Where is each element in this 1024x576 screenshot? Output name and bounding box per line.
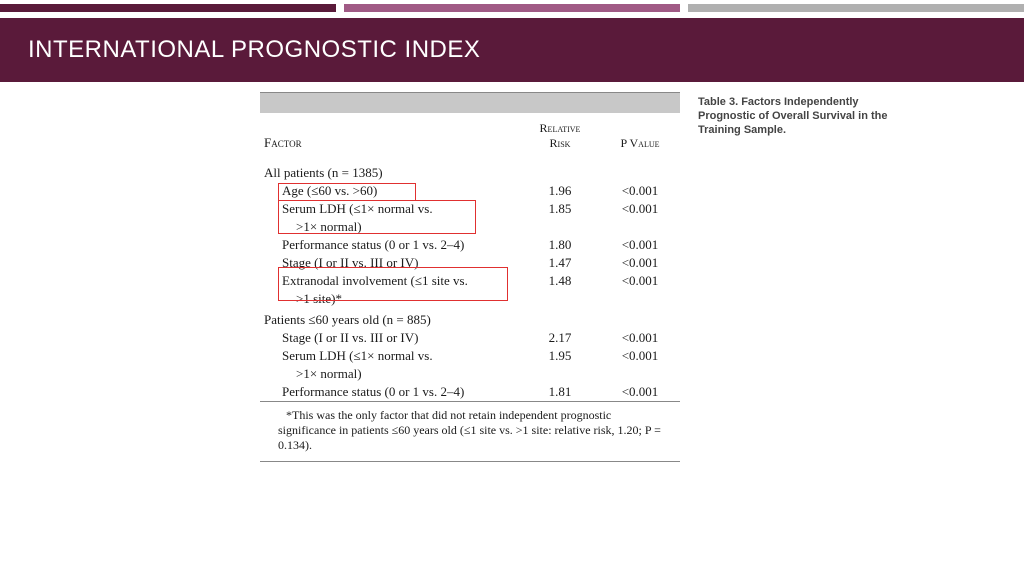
relative-risk-cell: 1.81 xyxy=(520,383,600,401)
table-footnote: *This was the only factor that did not r… xyxy=(260,401,680,461)
factor-cell: Performance status (0 or 1 vs. 2–4) xyxy=(260,236,520,254)
p-value-cell: <0.001 xyxy=(600,347,680,365)
factor-cell: Stage (I or II vs. III or IV) xyxy=(260,254,520,272)
p-value-cell: <0.001 xyxy=(600,272,680,290)
table-row: Stage (I or II vs. III or IV)2.17<0.001 xyxy=(260,329,680,347)
table-row: Stage (I or II vs. III or IV)1.47<0.001 xyxy=(260,254,680,272)
accent-bar-primary xyxy=(0,4,336,12)
p-value-cell: <0.001 xyxy=(600,200,680,218)
relative-risk-cell: 1.95 xyxy=(520,347,600,365)
relative-risk-cell: 1.80 xyxy=(520,236,600,254)
table-row-continuation: >1× normal) xyxy=(260,365,680,383)
content-area: Factor RelativeRisk P Value All patients… xyxy=(0,82,1024,462)
group-label: All patients (n = 1385) xyxy=(260,161,680,182)
table-caption: Table 3. Factors Independently Prognosti… xyxy=(698,92,888,137)
table-row: Extranodal involvement (≤1 site vs.1.48<… xyxy=(260,272,680,290)
table-row: Serum LDH (≤1× normal vs.1.85<0.001 xyxy=(260,200,680,218)
factors-table: Factor RelativeRisk P Value All patients… xyxy=(260,113,680,401)
col-p-value: P Value xyxy=(600,113,680,161)
p-value-cell: <0.001 xyxy=(600,236,680,254)
table-row: Age (≤60 vs. >60)1.96<0.001 xyxy=(260,182,680,200)
p-value-cell: <0.001 xyxy=(600,329,680,347)
factor-cell: Stage (I or II vs. III or IV) xyxy=(260,329,520,347)
p-value-cell: <0.001 xyxy=(600,254,680,272)
factor-cell: Age (≤60 vs. >60) xyxy=(260,182,520,200)
table-row: Performance status (0 or 1 vs. 2–4)1.81<… xyxy=(260,383,680,401)
relative-risk-cell: 1.96 xyxy=(520,182,600,200)
col-factor: Factor xyxy=(260,113,520,161)
table-group-row: Patients ≤60 years old (n = 885) xyxy=(260,308,680,329)
factor-cell: Extranodal involvement (≤1 site vs. xyxy=(260,272,520,290)
accent-bar-mid xyxy=(344,4,680,12)
relative-risk-cell: 1.47 xyxy=(520,254,600,272)
table-row-continuation: >1× normal) xyxy=(260,218,680,236)
factor-continuation: >1× normal) xyxy=(260,365,520,383)
table-header-strip xyxy=(260,93,680,113)
factor-continuation: >1× normal) xyxy=(260,218,520,236)
col-relative-risk: RelativeRisk xyxy=(520,113,600,161)
factor-cell: Serum LDH (≤1× normal vs. xyxy=(260,347,520,365)
accent-bar-light xyxy=(688,4,1024,12)
relative-risk-cell: 1.48 xyxy=(520,272,600,290)
table-row-continuation: >1 site)* xyxy=(260,290,680,308)
group-label: Patients ≤60 years old (n = 885) xyxy=(260,308,680,329)
slide-title: INTERNATIONAL PROGNOSTIC INDEX xyxy=(0,18,1024,82)
prognostic-table: Factor RelativeRisk P Value All patients… xyxy=(260,92,680,462)
table-row: Performance status (0 or 1 vs. 2–4)1.80<… xyxy=(260,236,680,254)
table-row: Serum LDH (≤1× normal vs.1.95<0.001 xyxy=(260,347,680,365)
p-value-cell: <0.001 xyxy=(600,182,680,200)
factor-cell: Serum LDH (≤1× normal vs. xyxy=(260,200,520,218)
factor-continuation: >1 site)* xyxy=(260,290,520,308)
accent-bars xyxy=(0,0,1024,12)
factor-cell: Performance status (0 or 1 vs. 2–4) xyxy=(260,383,520,401)
relative-risk-cell: 2.17 xyxy=(520,329,600,347)
table-group-row: All patients (n = 1385) xyxy=(260,161,680,182)
p-value-cell: <0.001 xyxy=(600,383,680,401)
relative-risk-cell: 1.85 xyxy=(520,200,600,218)
